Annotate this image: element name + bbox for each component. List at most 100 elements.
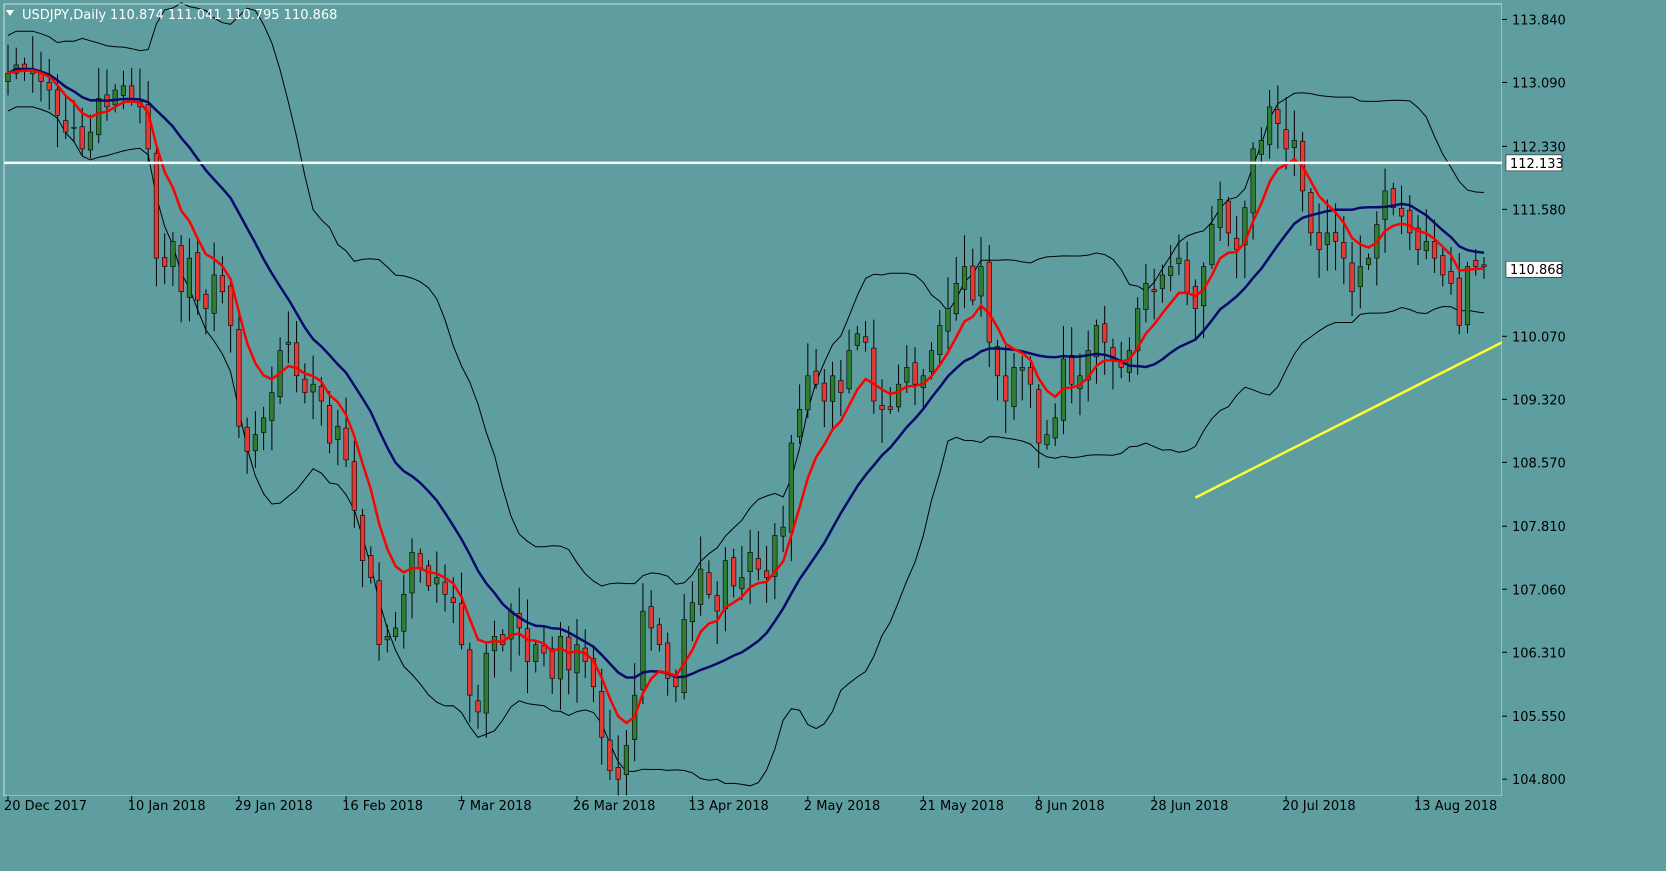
candle-body	[854, 333, 860, 346]
candle-body	[681, 619, 687, 694]
candle-body	[698, 568, 704, 605]
candle-body	[1234, 237, 1240, 251]
candle-body	[170, 241, 176, 267]
candle	[615, 735, 621, 807]
candle-body	[401, 593, 407, 632]
candle	[541, 625, 547, 667]
candle	[46, 58, 52, 110]
candle-body	[887, 406, 893, 410]
candle-body	[1316, 232, 1322, 251]
candle-body	[830, 375, 836, 402]
candle-body	[269, 392, 275, 421]
candle-body	[1036, 389, 1042, 444]
candle-body	[1242, 207, 1248, 246]
candle-body	[392, 627, 399, 637]
candle	[1481, 257, 1487, 279]
candle	[1085, 330, 1091, 402]
candle-body	[186, 257, 192, 298]
candle-body	[1473, 260, 1479, 267]
candle	[261, 406, 267, 451]
candle	[1234, 215, 1240, 279]
candle	[772, 523, 778, 600]
candle	[978, 236, 984, 317]
candle	[1151, 268, 1157, 320]
candle-body	[731, 557, 737, 587]
candle	[409, 538, 415, 619]
candle	[731, 548, 737, 598]
candle-body	[96, 98, 102, 136]
candle-body	[1143, 283, 1149, 310]
candle-body	[821, 382, 827, 402]
candle-body	[1275, 109, 1281, 124]
candle	[1052, 403, 1058, 447]
candle-body	[442, 581, 448, 595]
candle-body	[599, 691, 605, 738]
candle-body	[665, 642, 671, 679]
candle	[780, 505, 786, 553]
candle	[1415, 215, 1421, 266]
candle-body	[409, 551, 415, 594]
candle	[1069, 327, 1075, 404]
candle	[862, 321, 869, 352]
candle	[475, 684, 481, 729]
price-tick-label: 110.070	[1512, 330, 1566, 345]
candle-body	[203, 293, 209, 309]
bollinger-lower-line	[7, 106, 1485, 787]
candle-body	[755, 558, 761, 570]
candle-body	[994, 346, 1001, 377]
candle-body	[1333, 232, 1339, 242]
candle	[1168, 245, 1174, 292]
time-tick-label: 21 May 2018	[919, 799, 1004, 814]
candle-body	[153, 152, 159, 259]
time-tick-label: 16 Feb 2018	[342, 799, 423, 814]
candle-body	[71, 126, 77, 129]
candle	[945, 277, 951, 350]
candle-body	[574, 644, 580, 674]
candle	[1291, 110, 1297, 176]
candle-body	[862, 336, 869, 343]
time-tick-label: 13 Apr 2018	[688, 799, 768, 814]
candle	[1135, 297, 1141, 375]
candle-body	[1308, 192, 1314, 234]
candle-body	[838, 380, 844, 393]
moving-average-fast-line	[7, 69, 1485, 725]
candle-body	[1267, 106, 1273, 145]
candle-body	[458, 603, 465, 646]
price-tick-label: 113.840	[1512, 13, 1566, 28]
candle-body	[1044, 434, 1050, 446]
candle	[813, 348, 819, 389]
candle	[1217, 181, 1223, 241]
candle	[1003, 345, 1009, 434]
collapse-triangle-icon[interactable]	[6, 10, 14, 16]
price-axis-background	[1502, 0, 1666, 871]
ohlc-values: 110.874 111.041 110.795 110.868	[110, 8, 337, 23]
candle	[516, 587, 522, 656]
candle	[252, 411, 258, 468]
candle	[953, 256, 959, 321]
candle	[549, 636, 555, 694]
candle	[203, 289, 209, 335]
candle-body	[285, 341, 291, 345]
candle	[533, 639, 539, 673]
candle-body	[970, 265, 976, 301]
candle-body	[1069, 355, 1075, 385]
candle	[821, 369, 827, 428]
candle-body	[1209, 224, 1215, 266]
bollinger-bands	[7, 2, 1485, 787]
candle-body	[557, 636, 564, 680]
candle	[1398, 185, 1405, 235]
candle-body	[162, 257, 168, 267]
candle	[764, 545, 770, 603]
candle	[706, 560, 712, 599]
candle	[1316, 203, 1322, 278]
price-tick-label: 109.320	[1512, 393, 1566, 408]
candle	[937, 310, 943, 367]
candle-body	[376, 580, 382, 646]
candle-body	[483, 652, 489, 714]
candle-body	[1135, 308, 1141, 352]
candle-body	[747, 551, 753, 573]
candle	[797, 384, 803, 444]
candle-body	[1159, 274, 1165, 289]
